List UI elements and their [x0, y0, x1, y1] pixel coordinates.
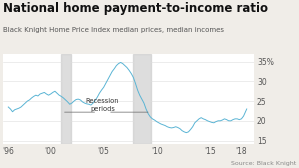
Text: National home payment-to-income ratio: National home payment-to-income ratio: [3, 2, 268, 15]
Bar: [61, 54, 71, 144]
Text: Source: Black Knight: Source: Black Knight: [231, 161, 296, 166]
Text: Black Knight Home Price Index median prices, median incomes: Black Knight Home Price Index median pri…: [3, 27, 224, 33]
Bar: [133, 54, 151, 144]
Text: Recession
periods: Recession periods: [86, 98, 119, 112]
